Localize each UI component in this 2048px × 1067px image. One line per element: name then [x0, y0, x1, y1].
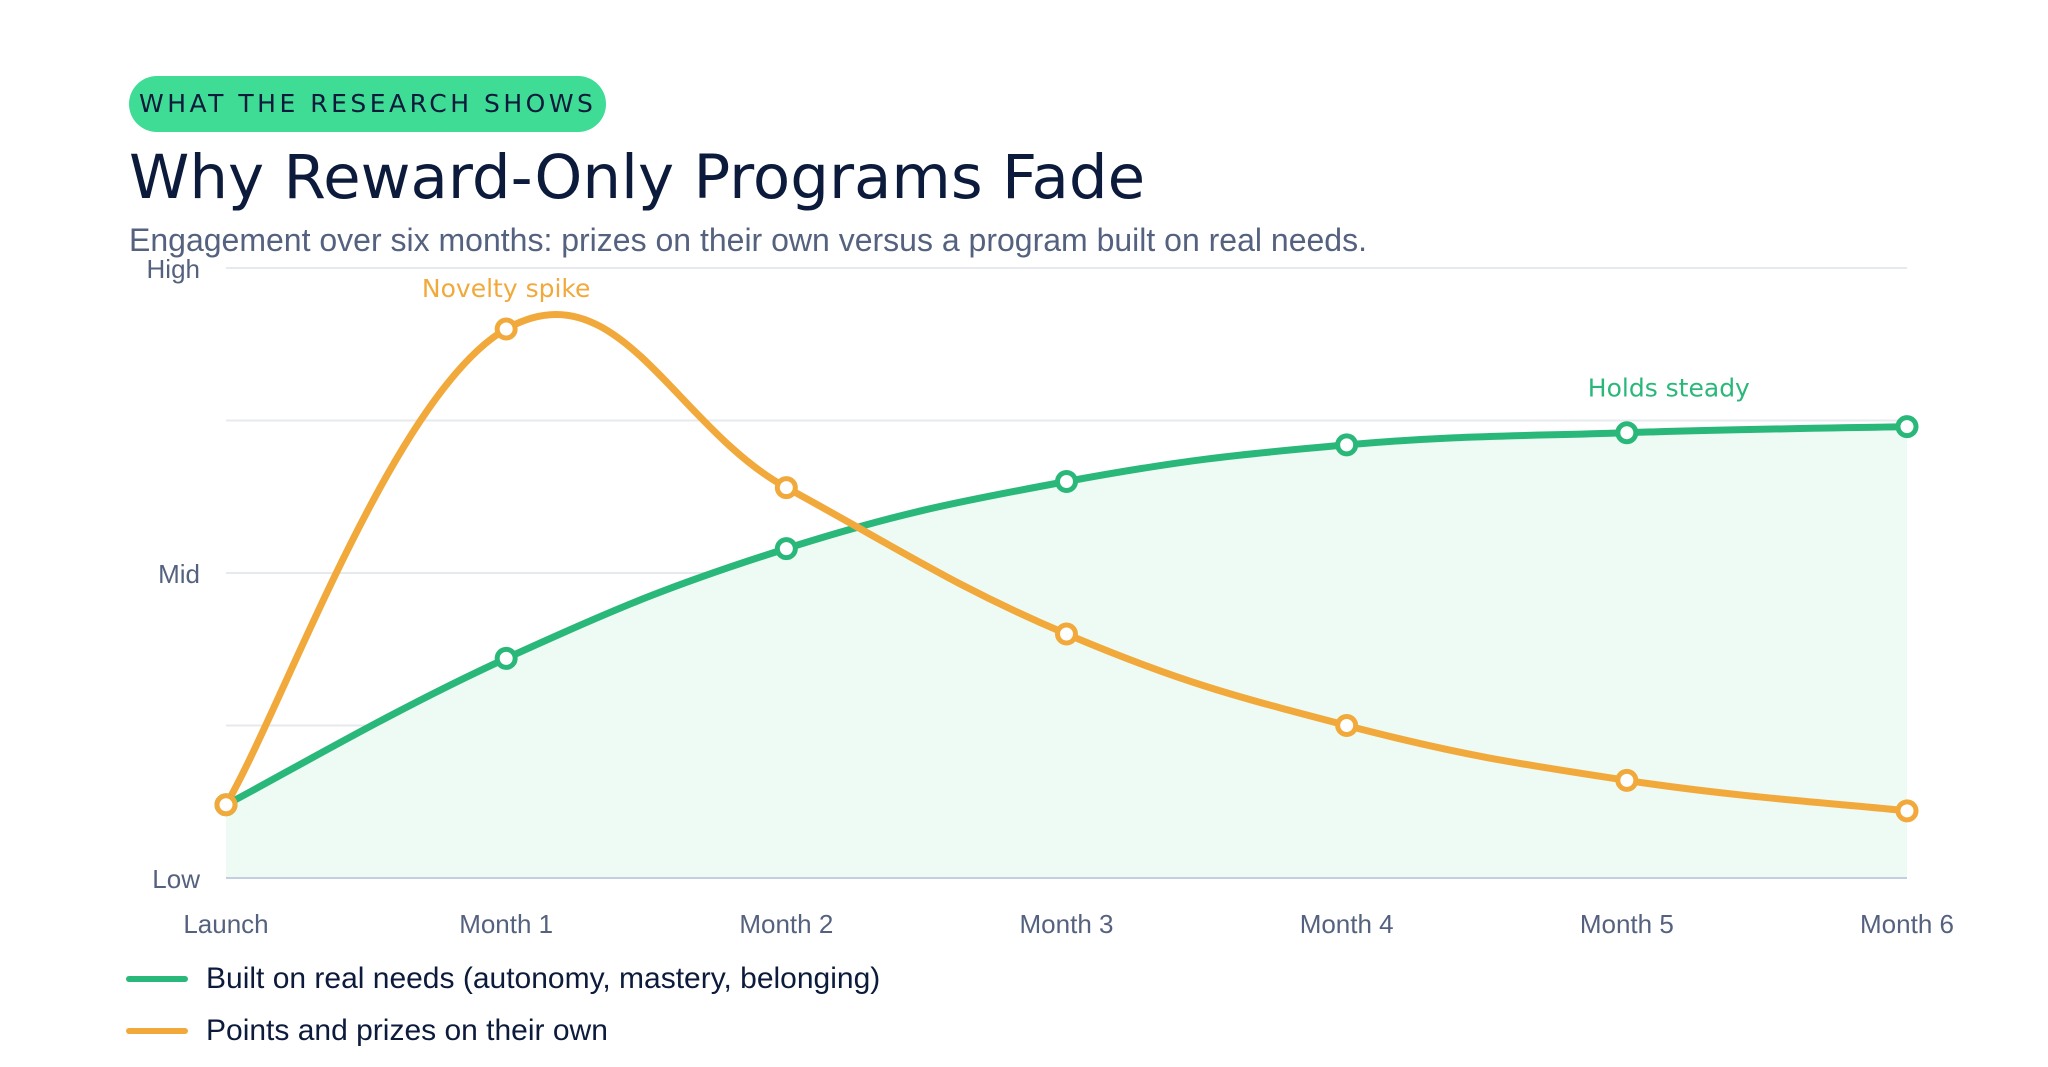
data-point-real-needs — [1895, 415, 1919, 439]
y-tick-label: Low — [152, 864, 200, 894]
data-point-prizes — [494, 317, 518, 341]
x-tick-label: Month 4 — [1300, 909, 1394, 939]
data-point-prizes — [1895, 799, 1919, 823]
legend-label-real-needs: Built on real needs (autonomy, mastery, … — [206, 962, 881, 995]
series-line-prizes — [222, 311, 1911, 815]
x-tick-label: Month 5 — [1580, 909, 1674, 939]
data-point-real-needs — [494, 646, 518, 670]
x-tick-label: Month 6 — [1860, 909, 1954, 939]
data-point-prizes — [1335, 714, 1359, 737]
annotation-label: Holds steady — [1588, 374, 1750, 403]
x-tick-label: Month 3 — [1020, 909, 1114, 939]
chart-legend: Built on real needs (autonomy, mastery, … — [126, 953, 880, 1057]
legend-label-prizes: Points and prizes on their own — [206, 1014, 608, 1047]
data-point-real-needs — [1335, 433, 1359, 457]
x-tick-label: Month 2 — [739, 909, 833, 939]
page-title: Why Reward-Only Programs Fade — [129, 142, 1146, 213]
x-tick-label: Month 1 — [459, 909, 553, 939]
y-tick-label: High — [147, 254, 200, 284]
legend-item-real-needs: Built on real needs (autonomy, mastery, … — [126, 953, 880, 1005]
annotation-label: Novelty spike — [422, 274, 590, 303]
y-tick-label: Mid — [158, 559, 200, 589]
series-area-real-needs — [226, 426, 1907, 878]
data-point-real-needs — [1055, 470, 1078, 493]
data-point-real-needs — [774, 537, 798, 561]
data-point-real-needs — [1615, 421, 1639, 445]
legend-swatch-prizes — [126, 1028, 188, 1034]
page-subtitle: Engagement over six months: prizes on th… — [129, 222, 1367, 258]
eyebrow-badge: WHAT THE RESEARCH SHOWS — [129, 76, 607, 132]
data-point-prizes — [774, 476, 798, 500]
x-tick-label: Launch — [183, 909, 268, 939]
data-point-prizes — [1615, 768, 1639, 792]
legend-swatch-real-needs — [126, 976, 188, 982]
legend-item-prizes: Points and prizes on their own — [126, 1005, 880, 1057]
data-point-prizes — [1055, 622, 1078, 646]
data-point-prizes — [214, 793, 238, 817]
